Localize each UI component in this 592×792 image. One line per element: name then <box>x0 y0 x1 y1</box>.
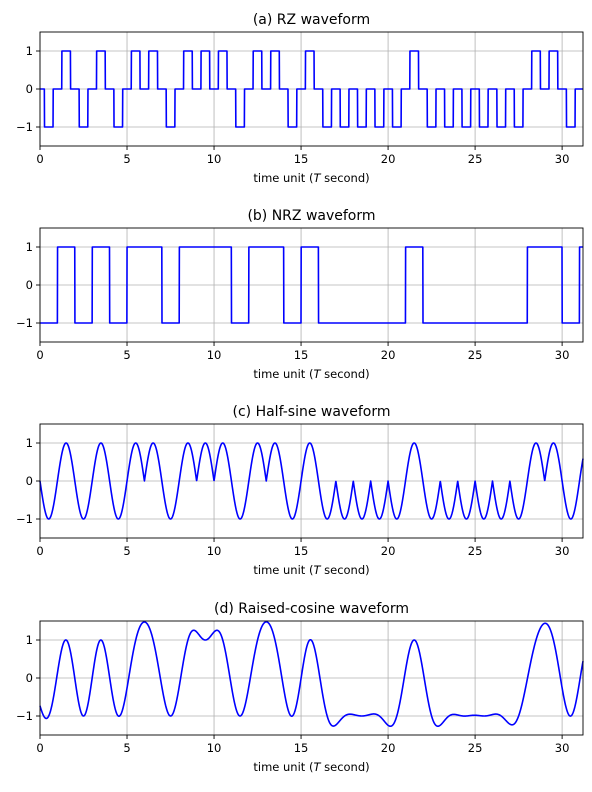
chart-title: (a) RZ waveform <box>253 12 370 28</box>
chart-title: (b) NRZ waveform <box>247 208 375 224</box>
series-line <box>39 442 584 520</box>
x-tick-label: 30 <box>555 741 570 755</box>
x-axis-label-variable: T <box>313 171 321 185</box>
x-axis-label-suffix: second) <box>320 563 369 577</box>
x-tick-label: 0 <box>36 152 43 166</box>
x-tick-label: 30 <box>555 348 570 362</box>
x-tick-label: 5 <box>123 152 130 166</box>
x-tick-label: 15 <box>294 741 309 755</box>
y-tick-label: 1 <box>26 633 33 647</box>
series-line <box>39 246 584 324</box>
y-tick-label: 0 <box>26 671 33 685</box>
y-tick-label: 0 <box>26 474 33 488</box>
subplot-rz: 0 5 10 15 20 25 30 −1 0 1 (a) RZ waveform time unit… <box>16 12 584 185</box>
chart-title: (d) Raised-cosine waveform <box>214 601 409 617</box>
x-tick-label: 30 <box>555 544 570 558</box>
x-tick-label: 15 <box>294 348 309 362</box>
x-tick-label: 25 <box>468 348 483 362</box>
x-tick-label: 15 <box>294 152 309 166</box>
x-tick-label: 20 <box>381 348 396 362</box>
x-tick-label: 0 <box>36 544 43 558</box>
x-tick-label: 5 <box>123 348 130 362</box>
y-tick-label: −1 <box>16 512 33 526</box>
x-tick-label: 10 <box>207 152 222 166</box>
x-axis-label-prefix: time unit ( <box>253 760 313 774</box>
x-axis-label: time unit (T second) <box>253 563 369 577</box>
subplot-raisedcosine: 0 5 10 15 20 25 30 −1 0 1 (d) Raised-cosine wavefo… <box>16 601 584 774</box>
y-tick-label: 0 <box>26 278 33 292</box>
x-axis-label-prefix: time unit ( <box>253 367 313 381</box>
x-tick-label: 0 <box>36 348 43 362</box>
x-tick-label: 15 <box>294 544 309 558</box>
x-tick-label: 25 <box>468 544 483 558</box>
y-tick-label: 0 <box>26 82 33 96</box>
x-axis-label-variable: T <box>313 760 321 774</box>
series-line <box>39 50 584 128</box>
x-axis-label-suffix: second) <box>320 367 369 381</box>
x-axis-label-prefix: time unit ( <box>253 171 313 185</box>
y-tick-label: −1 <box>16 120 33 134</box>
x-axis-label: time unit (T second) <box>253 171 369 185</box>
y-tick-label: 1 <box>26 44 33 58</box>
x-tick-label: 0 <box>36 741 43 755</box>
x-axis-label-prefix: time unit ( <box>253 563 313 577</box>
x-tick-label: 5 <box>123 544 130 558</box>
series-line <box>39 621 584 728</box>
x-axis-label: time unit (T second) <box>253 760 369 774</box>
y-tick-label: −1 <box>16 709 33 723</box>
x-tick-label: 25 <box>468 741 483 755</box>
x-axis-label: time unit (T second) <box>253 367 369 381</box>
x-tick-label: 10 <box>207 544 222 558</box>
x-tick-label: 25 <box>468 152 483 166</box>
y-tick-label: 1 <box>26 436 33 450</box>
x-tick-label: 5 <box>123 741 130 755</box>
x-tick-label: 20 <box>381 544 396 558</box>
x-tick-label: 10 <box>207 348 222 362</box>
chart-title: (c) Half-sine waveform <box>233 404 391 420</box>
x-tick-label: 10 <box>207 741 222 755</box>
y-tick-label: −1 <box>16 316 33 330</box>
y-tick-label: 1 <box>26 240 33 254</box>
subplot-nrz: 0 5 10 15 20 25 30 −1 0 1 (b) NRZ waveform time uni… <box>16 208 584 381</box>
x-axis-label-variable: T <box>313 563 321 577</box>
x-axis-label-suffix: second) <box>320 171 369 185</box>
x-axis-label-variable: T <box>313 367 321 381</box>
x-tick-label: 20 <box>381 741 396 755</box>
subplot-halfsine: 0 5 10 15 20 25 30 −1 0 1 (c) Half-sine waveform ti… <box>16 404 584 577</box>
x-axis-label-suffix: second) <box>320 760 369 774</box>
x-tick-label: 30 <box>555 152 570 166</box>
x-tick-label: 20 <box>381 152 396 166</box>
